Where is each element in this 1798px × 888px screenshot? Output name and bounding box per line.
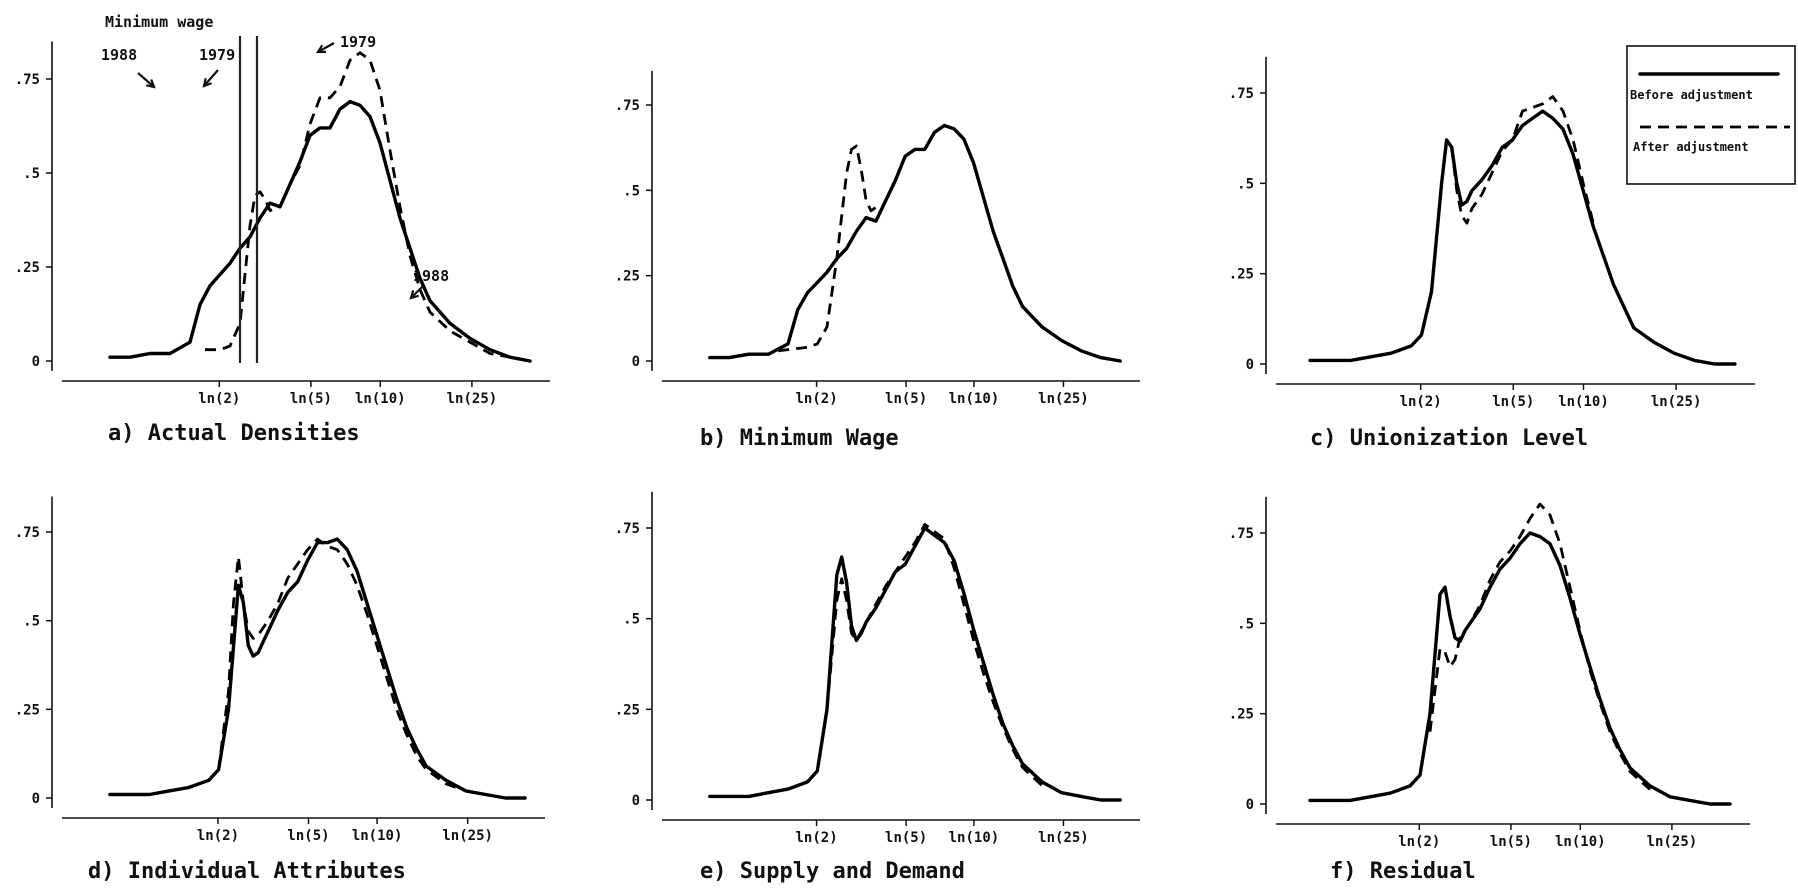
legend-before-label: Before adjustment <box>1630 88 1753 102</box>
solid-1988-label: 1988 <box>413 267 449 285</box>
y-tick-label: 0 <box>32 354 40 370</box>
x-tick-label: ln(5) <box>885 830 927 846</box>
x-tick-label: ln(5) <box>885 391 927 407</box>
y-tick-label: .5 <box>623 183 640 199</box>
arrowhead-icon <box>409 290 419 300</box>
arrow-icon <box>203 69 219 87</box>
x-tick-label: ln(10) <box>1555 834 1606 850</box>
series-line-after <box>1450 95 1595 225</box>
chart-panel-5: 0 .25 .5 .75 ln(2) ln(5) ln(10) ln(25) e) Supply… <box>615 491 1140 884</box>
series-line-after <box>825 523 1043 787</box>
y-tick-label: .75 <box>1229 526 1254 542</box>
panel-caption: f) Residual <box>1330 859 1476 884</box>
series-line-before <box>708 123 1122 363</box>
series-line-after <box>205 51 531 363</box>
y-tick-label: .5 <box>23 166 40 182</box>
chart-panel-6: 0 .25 .5 .75 ln(2) ln(5) ln(10) ln(25) f) Residu… <box>1229 496 1750 884</box>
x-tick-label: ln(2) <box>796 391 838 407</box>
legend-box <box>1626 45 1796 185</box>
x-tick-label: ln(10) <box>949 391 1000 407</box>
x-tick-label: ln(25) <box>1647 834 1698 850</box>
x-tick-label: ln(10) <box>352 828 403 844</box>
x-tick-label: ln(5) <box>290 391 332 407</box>
x-tick-label: ln(2) <box>198 391 240 407</box>
y-tick-label: .25 <box>1229 267 1254 283</box>
chart-panel-2: 0 .25 .5 .75 ln(2) ln(5) ln(10) ln(25) b) Minimu… <box>615 70 1140 451</box>
legend: Before adjustment After adjustment <box>1626 45 1796 185</box>
panel-caption: a) Actual Densities <box>108 421 360 446</box>
y-tick-label: .25 <box>15 702 40 718</box>
chart-panel-4: 0 .25 .5 .75 ln(2) ln(5) ln(10) ln(25) d) Indivi… <box>15 496 545 884</box>
panel-caption: d) Individual Attributes <box>88 859 406 884</box>
y-tick-label: .25 <box>15 260 40 276</box>
x-tick-label: ln(5) <box>1490 834 1532 850</box>
x-tick-label: ln(25) <box>1651 394 1702 410</box>
x-tick-label: ln(25) <box>447 391 498 407</box>
x-tick-label: ln(10) <box>949 830 1000 846</box>
y-tick-label: .25 <box>615 702 640 718</box>
y-tick-label: .75 <box>615 521 640 537</box>
dashed-1979-label: 1979 <box>340 33 376 51</box>
series-line-before <box>708 526 1122 802</box>
arrow-icon <box>410 285 424 299</box>
y-tick-label: 0 <box>1246 797 1254 813</box>
arrow-icon <box>137 72 155 88</box>
x-tick-label: ln(25) <box>1038 391 1089 407</box>
panel-caption: e) Supply and Demand <box>700 859 965 884</box>
y-tick-label: .5 <box>1237 616 1254 632</box>
x-tick-label: ln(10) <box>355 391 406 407</box>
y-tick-label: .75 <box>15 72 40 88</box>
series-line-after <box>217 537 467 793</box>
panel-caption: b) Minimum Wage <box>700 426 899 451</box>
x-tick-label: ln(10) <box>1558 394 1609 410</box>
y-tick-label: 0 <box>632 354 640 370</box>
minimum-wage-1988-label: 1988 <box>101 46 137 64</box>
series-line-after <box>1428 502 1651 791</box>
series-line-before <box>1308 531 1732 806</box>
y-tick-label: .25 <box>615 269 640 285</box>
x-tick-label: ln(2) <box>796 830 838 846</box>
y-tick-label: .25 <box>1229 707 1254 723</box>
x-tick-label: ln(2) <box>1398 834 1440 850</box>
chart-panel-3: 0 .25 .5 .75 ln(2) ln(5) ln(10) ln(25) c) Unioni… <box>1229 45 1796 451</box>
legend-after-label: After adjustment <box>1633 140 1749 154</box>
series-line-before <box>108 99 532 363</box>
y-tick-label: 0 <box>32 791 40 807</box>
minimum-wage-label: Minimum wage <box>105 13 213 31</box>
x-tick-label: ln(25) <box>1038 830 1089 846</box>
y-tick-label: 0 <box>1246 357 1254 373</box>
x-tick-label: ln(5) <box>287 828 329 844</box>
chart-panel-1: 0 .25 .5 .75 ln(2) ln(5) ln(10) ln(25) a) Actual… <box>15 13 550 446</box>
y-tick-label: .5 <box>623 612 640 628</box>
minimum-wage-1979-label: 1979 <box>199 46 235 64</box>
arrowhead-icon <box>202 77 212 88</box>
y-tick-label: .75 <box>615 98 640 114</box>
panel-caption: c) Unionization Level <box>1310 426 1588 451</box>
series-line-before <box>108 537 527 800</box>
x-tick-label: ln(2) <box>1400 394 1442 410</box>
series-line-after <box>778 144 877 353</box>
arrow-icon <box>317 42 335 53</box>
y-tick-label: .5 <box>23 614 40 630</box>
y-tick-label: .5 <box>1237 176 1254 192</box>
y-tick-label: .75 <box>15 525 40 541</box>
x-tick-label: ln(2) <box>197 828 239 844</box>
y-tick-label: 0 <box>632 793 640 809</box>
x-tick-label: ln(25) <box>442 828 493 844</box>
arrowhead-icon <box>145 79 156 89</box>
x-tick-label: ln(5) <box>1492 394 1534 410</box>
y-tick-label: .75 <box>1229 86 1254 102</box>
arrowhead-icon <box>316 44 327 54</box>
